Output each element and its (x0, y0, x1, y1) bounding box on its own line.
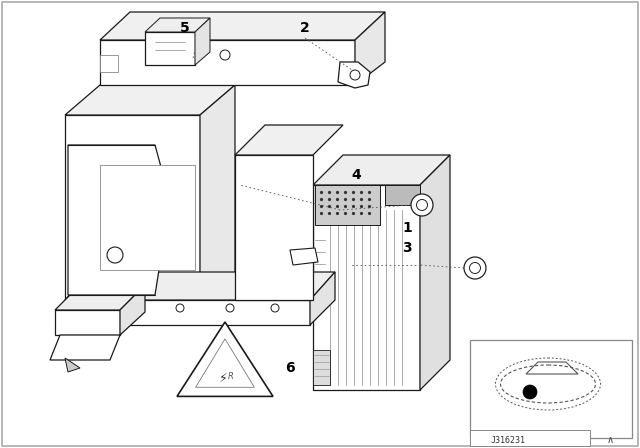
Polygon shape (65, 115, 200, 300)
Polygon shape (310, 272, 335, 325)
Polygon shape (100, 12, 385, 40)
Polygon shape (313, 155, 450, 185)
Circle shape (350, 70, 360, 80)
Polygon shape (200, 85, 235, 300)
Polygon shape (145, 18, 210, 32)
Polygon shape (65, 272, 335, 300)
Text: 2: 2 (300, 21, 310, 35)
Text: ⚡: ⚡ (219, 371, 227, 384)
Polygon shape (420, 155, 450, 390)
Text: 5: 5 (180, 21, 190, 35)
FancyBboxPatch shape (470, 340, 632, 438)
Circle shape (226, 304, 234, 312)
Circle shape (470, 263, 481, 273)
Polygon shape (235, 125, 343, 155)
Circle shape (464, 257, 486, 279)
Polygon shape (195, 18, 210, 65)
Circle shape (417, 199, 428, 211)
Polygon shape (196, 339, 254, 387)
Polygon shape (313, 185, 420, 390)
Text: ∧: ∧ (607, 435, 614, 445)
Polygon shape (355, 12, 385, 85)
Polygon shape (100, 40, 355, 85)
Polygon shape (55, 310, 120, 335)
Polygon shape (315, 185, 380, 225)
Polygon shape (100, 165, 195, 270)
Text: 3: 3 (402, 241, 412, 255)
Polygon shape (65, 358, 80, 372)
Polygon shape (177, 322, 273, 396)
Polygon shape (338, 62, 370, 88)
Polygon shape (65, 300, 310, 325)
Circle shape (220, 50, 230, 60)
Polygon shape (65, 85, 235, 115)
Polygon shape (120, 285, 145, 335)
Polygon shape (385, 185, 420, 205)
Circle shape (523, 385, 537, 399)
Text: 1: 1 (402, 221, 412, 235)
Polygon shape (55, 285, 145, 310)
Circle shape (107, 247, 123, 263)
Polygon shape (68, 145, 170, 295)
Text: R: R (228, 371, 234, 380)
Polygon shape (100, 55, 118, 72)
Polygon shape (235, 155, 313, 300)
Text: 4: 4 (351, 168, 361, 182)
Text: 6: 6 (285, 361, 295, 375)
Polygon shape (145, 32, 195, 65)
Text: J316231: J316231 (490, 435, 525, 444)
Circle shape (271, 304, 279, 312)
Polygon shape (313, 350, 330, 385)
FancyBboxPatch shape (470, 430, 590, 446)
Polygon shape (290, 248, 318, 265)
Circle shape (176, 304, 184, 312)
Polygon shape (50, 335, 120, 360)
Circle shape (411, 194, 433, 216)
